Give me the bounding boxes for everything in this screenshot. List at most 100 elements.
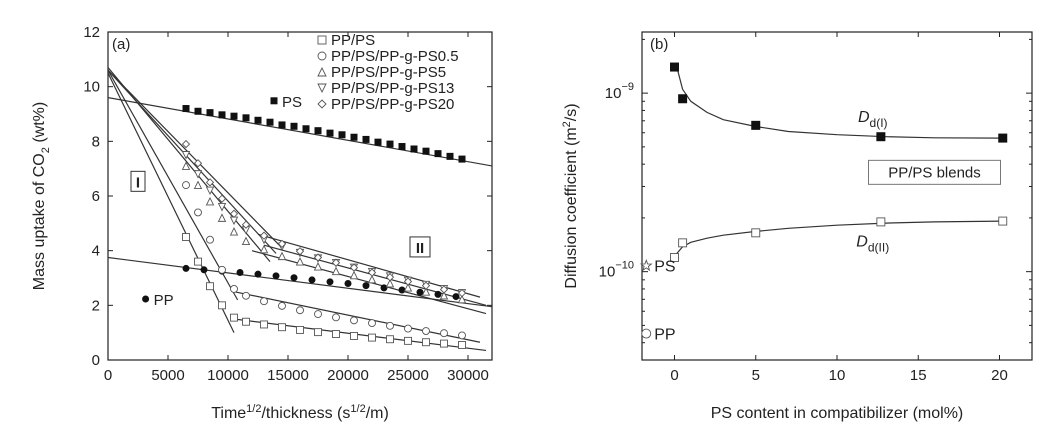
annotation-marker <box>270 97 278 105</box>
y-axis-title-part: Mass uptake of CO <box>31 153 48 290</box>
series-pp-ps-pp-g-ps20 <box>181 139 467 298</box>
data-point <box>296 306 304 315</box>
data-point <box>182 181 190 190</box>
data-point <box>386 335 394 344</box>
data-point <box>876 132 886 142</box>
data-point <box>349 270 359 280</box>
legend: PP/PSPP/PS/PP-g-PS0.5PP/PS/PP-g-PS5PP/PS… <box>317 32 459 113</box>
data-point <box>332 330 340 338</box>
y-tick-label: 10−10 <box>599 260 634 281</box>
data-point <box>670 253 679 262</box>
x-tick-label: 0 <box>104 367 112 384</box>
series-d-d-i <box>670 62 1008 143</box>
y-axis-title-part: 2 <box>40 147 52 153</box>
data-point <box>998 133 1008 143</box>
region-label: II <box>416 240 424 257</box>
legend-marker <box>317 66 327 77</box>
data-point <box>242 291 250 300</box>
data-point <box>181 151 191 160</box>
data-point <box>458 331 466 340</box>
data-point <box>678 238 688 248</box>
data-point <box>182 105 190 113</box>
data-point <box>194 107 202 115</box>
x-tick-label: 25000 <box>387 367 429 384</box>
data-point <box>242 114 250 122</box>
data-point <box>302 125 310 133</box>
data-point <box>181 161 191 170</box>
fit-line <box>108 69 277 254</box>
data-point <box>350 316 358 325</box>
data-point <box>194 208 202 217</box>
data-point <box>380 284 388 292</box>
data-point <box>260 320 268 329</box>
data-point <box>259 231 269 240</box>
data-point <box>446 152 454 160</box>
x-axis-title: Time1/2/thickness (s1/2/m) <box>211 403 389 422</box>
x-tick-label: 15 <box>910 367 927 384</box>
data-point <box>439 285 449 294</box>
data-point <box>182 264 190 272</box>
series-label-main: D <box>858 109 870 126</box>
series-label: Dd(I) <box>858 109 888 130</box>
annotation-label: PP <box>154 292 174 309</box>
data-point <box>206 109 214 117</box>
annotation-marker <box>641 328 652 339</box>
data-point <box>314 328 322 337</box>
fit-line <box>108 69 283 249</box>
data-point <box>290 122 298 130</box>
data-point <box>385 278 395 288</box>
data-point <box>295 247 305 256</box>
data-point <box>326 278 334 286</box>
data-point <box>206 235 214 244</box>
data-point <box>422 327 430 335</box>
data-point <box>434 290 442 298</box>
data-point <box>421 281 431 290</box>
annotation-marker <box>142 295 150 303</box>
fit-curve <box>675 220 1003 255</box>
data-point <box>440 339 448 348</box>
data-point <box>458 155 466 163</box>
y-axis-title-part: /s) <box>563 103 580 121</box>
legend-label: PP/PS/PP-g-PS5 <box>331 64 446 81</box>
y-axis-title: Mass uptake of CO2 (wt%) <box>31 102 52 290</box>
data-point <box>295 257 305 266</box>
y-axis-title-part: Diffusion coefficient (m <box>563 127 580 288</box>
data-point <box>751 228 761 238</box>
y-tick-label: 4 <box>92 243 100 260</box>
data-point <box>344 279 352 287</box>
data-point <box>386 321 394 330</box>
data-point <box>230 313 238 322</box>
data-point <box>278 301 286 310</box>
data-point <box>403 277 413 286</box>
legend-marker <box>317 51 327 61</box>
data-point <box>217 194 227 203</box>
y-axis-title-part: (wt%) <box>31 102 48 147</box>
y-tick-label: 10 <box>83 79 100 96</box>
data-point <box>296 325 304 334</box>
data-point <box>193 180 203 190</box>
data-point <box>326 129 334 137</box>
data-point <box>217 202 227 212</box>
x-tick-label: 15000 <box>267 367 309 384</box>
legend-box-label: PP/PS blends <box>888 164 981 181</box>
x-axis-title: PS content in compatibilizer (mol%) <box>711 405 964 422</box>
annotation-label: PS <box>654 259 675 276</box>
data-point <box>452 293 460 301</box>
x-axis-title-part: 1/2 <box>246 403 261 415</box>
series-d-d-ii <box>670 216 1008 262</box>
x-tick-label: 20000 <box>327 367 369 384</box>
y-tick-label: 2 <box>92 297 100 314</box>
x-axis-title-part: /m) <box>366 405 389 422</box>
annotation-label: PS <box>282 94 302 111</box>
data-point <box>404 336 412 345</box>
data-point <box>440 329 448 338</box>
data-point <box>386 140 394 148</box>
panel-a: 0 5000 10000 15000 20000 25000 30000 0 2 4 6 8 10 12 T… <box>31 24 493 422</box>
data-point <box>421 287 431 296</box>
series-pp-ps-pp-g-ps5 <box>181 161 467 304</box>
data-point <box>205 186 215 196</box>
y-tick-label: 8 <box>92 133 100 150</box>
fit-curve <box>675 64 1003 139</box>
data-point <box>350 331 358 340</box>
